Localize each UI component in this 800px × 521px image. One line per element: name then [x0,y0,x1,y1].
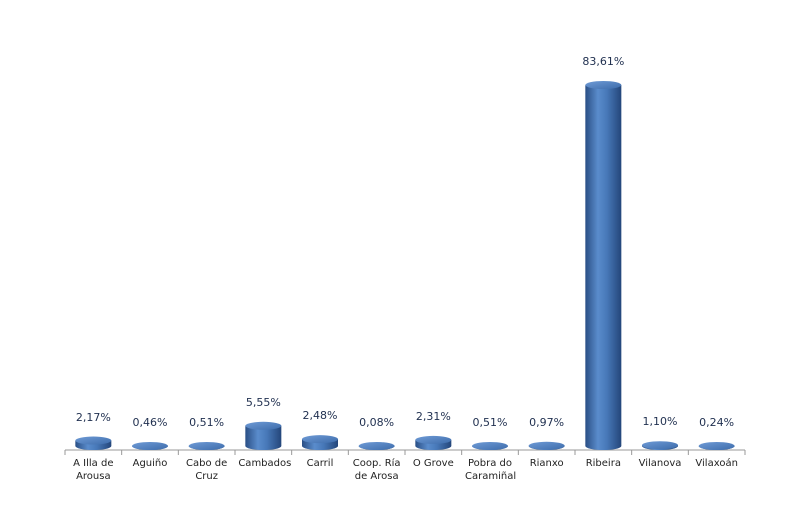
x-tick-label: Cabo de Cruz [186,458,228,482]
value-label: 2,48% [302,409,338,423]
bar [245,425,282,450]
x-tick-label: A Illa de Arousa [73,458,114,482]
value-label: 1,10% [642,415,678,429]
value-label: 0,08% [359,416,395,429]
x-tick-label: Aguiño [132,458,168,469]
bar-cap [132,442,168,450]
bar-cap [642,441,678,450]
bar-cap [75,436,112,445]
value-label: 0,46% [132,416,168,429]
x-tick-label: Cambados [238,458,292,469]
value-label: 0,97% [529,415,565,429]
bar-cap [472,442,508,450]
x-tick-label: Pobra do Caramiñal [465,458,517,482]
bar-cap [415,435,452,444]
x-tick-label: O Grove [412,458,454,469]
x-tick-label: Vilanova [638,458,682,469]
x-tick-label: Carril [306,458,334,469]
value-label: 2,17% [75,410,111,424]
x-tick-label: Ribeira [585,458,621,469]
x-tick-label: Vilaxoán [695,458,738,469]
value-label: 0,51% [189,416,225,429]
value-label: 2,31% [415,409,451,423]
bar [585,85,622,450]
value-label: 5,55% [245,395,281,409]
bar-cap [302,435,338,444]
bar-cap [698,442,735,450]
value-label: 0,51% [472,416,508,429]
bar-cap [528,441,565,450]
x-tick-label: Coop. Ría de Arosa [352,458,401,482]
x-tick-label: Rianxo [529,458,564,469]
bar-cap [585,81,622,89]
bar-cap [358,442,395,450]
bar-cap [188,442,225,450]
value-label: 83,61% [582,55,625,68]
bar-cap [245,421,282,430]
value-label: 0,24% [699,416,735,429]
